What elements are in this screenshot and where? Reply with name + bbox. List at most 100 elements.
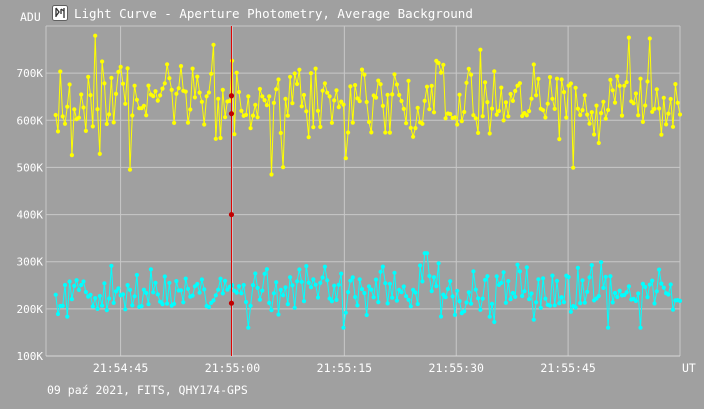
series-1-point bbox=[480, 296, 485, 301]
series-1-point bbox=[606, 325, 611, 330]
series-1-point bbox=[325, 278, 330, 283]
series-0-point bbox=[260, 94, 265, 99]
series-0-point bbox=[594, 103, 599, 108]
series-0-point bbox=[343, 156, 348, 161]
series-0-point bbox=[385, 92, 390, 97]
series-0-point bbox=[513, 88, 518, 94]
series-1-point bbox=[327, 296, 332, 301]
series-1-point bbox=[385, 301, 390, 306]
series-1-point bbox=[596, 293, 601, 299]
series-0-point bbox=[195, 74, 200, 79]
title-bar: Light Curve - Aperture Photometry, Avera… bbox=[52, 4, 473, 22]
window-title: Light Curve - Aperture Photometry, Avera… bbox=[74, 5, 473, 21]
series-0-point bbox=[269, 172, 274, 177]
series-1-point bbox=[659, 281, 664, 286]
series-0-point bbox=[276, 77, 281, 82]
series-1-point bbox=[185, 286, 191, 291]
series-0-point bbox=[443, 116, 448, 121]
series-1-point bbox=[72, 283, 77, 288]
series-1-point bbox=[448, 279, 453, 284]
series-0-point bbox=[359, 67, 365, 72]
x-tick-label: 21:55:45 bbox=[540, 361, 595, 375]
series-0-point bbox=[534, 93, 539, 98]
series-0-point bbox=[408, 125, 413, 130]
series-0-point bbox=[322, 81, 327, 86]
series-0-point bbox=[592, 132, 597, 137]
series-1-point bbox=[566, 274, 571, 280]
series-1-point bbox=[517, 269, 523, 274]
series-0-point bbox=[243, 112, 249, 117]
x-tick-label: 21:55:15 bbox=[317, 361, 372, 375]
series-0-point bbox=[234, 70, 239, 75]
series-1-point bbox=[230, 283, 235, 288]
series-0-point bbox=[151, 94, 156, 99]
series-1-point bbox=[550, 273, 555, 278]
series-0-point bbox=[487, 131, 492, 136]
series-0-point bbox=[281, 165, 286, 170]
series-1-point bbox=[434, 284, 439, 289]
series-0-point bbox=[165, 62, 170, 67]
series-0-point bbox=[93, 33, 98, 38]
series-1-point bbox=[353, 294, 358, 300]
series-1-point bbox=[174, 279, 179, 284]
series-0-point bbox=[392, 72, 397, 77]
series-0-point bbox=[589, 110, 594, 115]
series-0-point bbox=[162, 81, 167, 86]
series-0-point bbox=[373, 95, 379, 100]
series-1-point bbox=[538, 305, 543, 310]
series-1-point bbox=[599, 260, 604, 265]
series-1-point bbox=[359, 287, 365, 292]
series-1-point bbox=[462, 309, 467, 314]
cursor-marker bbox=[228, 211, 235, 218]
series-1-point bbox=[239, 291, 244, 296]
series-0-point bbox=[100, 59, 105, 64]
series-1-point bbox=[373, 277, 379, 282]
series-0-point bbox=[209, 71, 214, 76]
series-1-point bbox=[248, 303, 253, 308]
series-0-point bbox=[677, 112, 683, 117]
series-0-point bbox=[188, 107, 193, 112]
series-0-point bbox=[394, 82, 399, 87]
series-0-point bbox=[158, 93, 163, 98]
series-1-point bbox=[445, 286, 450, 292]
series-1-point bbox=[332, 283, 337, 288]
series-0-point bbox=[141, 103, 146, 108]
series-1-point bbox=[264, 267, 269, 272]
series-0-point bbox=[339, 99, 344, 104]
series-1-point bbox=[413, 290, 418, 295]
series-1-point bbox=[492, 319, 497, 325]
series-1-point bbox=[612, 290, 618, 296]
y-tick-label: 300K bbox=[17, 256, 44, 269]
series-1-point bbox=[134, 272, 139, 278]
series-1-point bbox=[250, 283, 256, 288]
series-0-point bbox=[304, 109, 309, 114]
series-1-point bbox=[617, 288, 622, 293]
series-1-point bbox=[513, 294, 518, 299]
series-0-point bbox=[527, 109, 532, 114]
series-0-point bbox=[413, 126, 418, 131]
series-1-point bbox=[139, 304, 144, 309]
series-0-point bbox=[457, 92, 462, 97]
series-0-point bbox=[211, 42, 216, 47]
series-0-point bbox=[531, 62, 536, 67]
series-1-point bbox=[429, 289, 434, 294]
series-0-point bbox=[197, 90, 202, 95]
series-1-point bbox=[283, 285, 288, 290]
series-0-point bbox=[476, 130, 481, 135]
series-0-point bbox=[88, 93, 93, 98]
series-0-point bbox=[582, 93, 587, 98]
series-0-point bbox=[295, 81, 300, 87]
series-1-point bbox=[559, 295, 564, 300]
series-1-point bbox=[206, 305, 211, 310]
series-1-point bbox=[160, 302, 165, 307]
series-0-point bbox=[673, 82, 678, 87]
series-0-point bbox=[438, 70, 444, 75]
series-0-point bbox=[619, 113, 625, 118]
series-1-point bbox=[510, 290, 515, 296]
series-0-point bbox=[311, 125, 316, 130]
series-1-point bbox=[654, 289, 659, 294]
series-0-point bbox=[480, 114, 485, 119]
series-1-point bbox=[369, 287, 374, 292]
series-0-point bbox=[459, 119, 464, 124]
